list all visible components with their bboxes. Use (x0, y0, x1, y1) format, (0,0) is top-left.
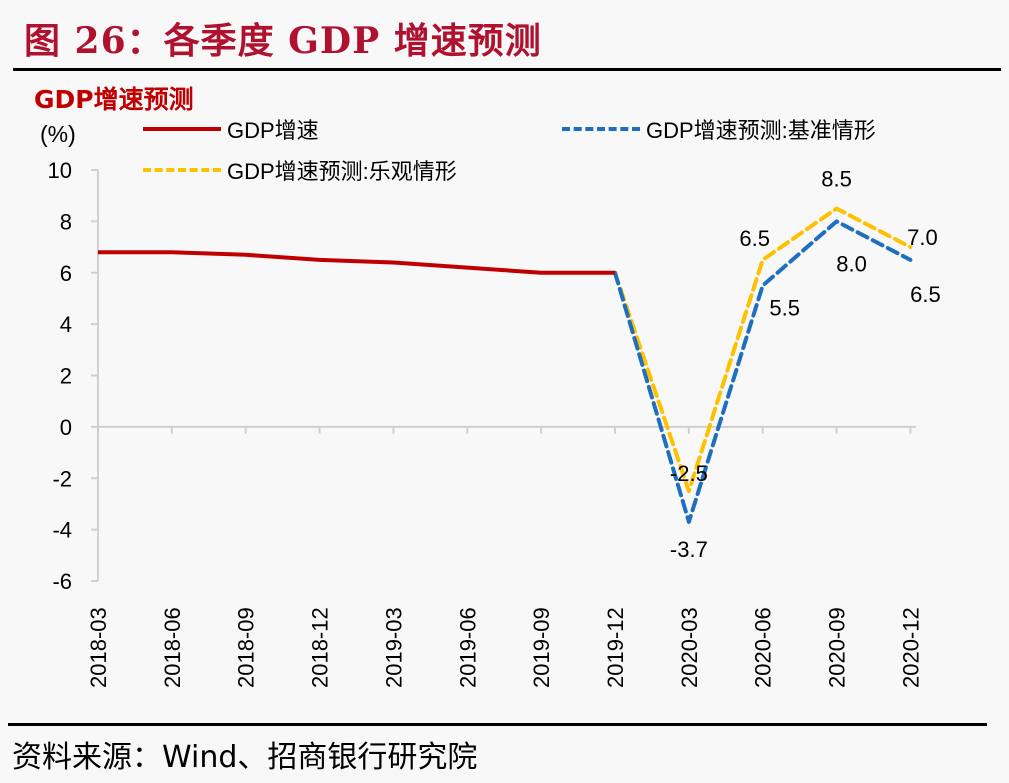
x-tick-label: 2020-09 (825, 607, 850, 688)
y-tick-label: -4 (52, 518, 72, 543)
y-tick-label: 10 (48, 158, 72, 183)
y-axis-unit: (%) (40, 121, 76, 147)
data-label-optimistic: 8.5 (821, 167, 852, 192)
data-label-baseline: 6.5 (910, 282, 941, 307)
legend-label-optimistic: GDP增速预测:乐观情形 (227, 159, 457, 184)
x-tick-label: 2020-03 (677, 607, 702, 688)
legend-swatch-gdp (143, 127, 221, 131)
legend-item-optimistic: GDP增速预测:乐观情形 (143, 154, 457, 186)
legend-item-baseline: GDP增速预测:基准情形 (562, 113, 876, 145)
x-tick-label: 2018-06 (160, 607, 185, 688)
legend-swatch-baseline (562, 127, 640, 131)
bottom-divider (8, 723, 987, 726)
chart-title: GDP增速预测 (34, 85, 194, 114)
x-tick-label: 2018-09 (234, 607, 259, 688)
x-tick-label: 2018-03 (86, 607, 111, 688)
series-line-optimistic (613, 206, 913, 494)
series-line-baseline (613, 219, 913, 524)
x-tick-label: 2019-03 (381, 607, 406, 688)
data-label-optimistic: 6.5 (739, 226, 770, 251)
data-label-baseline: 5.5 (769, 296, 800, 321)
y-tick-label: 4 (60, 312, 72, 337)
legend-label-gdp: GDP增速 (227, 118, 319, 143)
x-tick-label: 2018-12 (308, 607, 333, 688)
y-tick-label: -6 (52, 569, 72, 594)
x-tick-label: 2019-12 (603, 607, 628, 688)
x-tick-label: 2019-06 (455, 607, 480, 688)
data-label-baseline: 8.0 (836, 251, 867, 276)
legend-label-baseline: GDP增速预测:基准情形 (646, 118, 876, 143)
figure-title: 图 26：各季度 GDP 增速预测 (24, 20, 542, 62)
y-tick-label: 8 (60, 209, 72, 234)
y-tick-label: 0 (60, 415, 72, 440)
legend-swatch-optimistic (143, 168, 221, 172)
y-tick-label: -2 (52, 466, 72, 491)
legend-item-gdp: GDP增速 (143, 113, 319, 145)
data-label-optimistic: 7.0 (907, 225, 938, 250)
data-label-baseline: -3.7 (670, 537, 708, 562)
data-label-optimistic: -2.5 (670, 461, 708, 486)
top-divider (13, 68, 1001, 71)
y-tick-label: 6 (60, 261, 72, 286)
x-tick-label: 2020-12 (898, 607, 923, 688)
y-tick-label: 2 (60, 364, 72, 389)
source-note: 资料来源：Wind、招商银行研究院 (12, 740, 478, 775)
x-tick-label: 2019-09 (529, 607, 554, 688)
series-line-gdp (98, 250, 615, 275)
x-tick-label: 2020-06 (751, 607, 776, 688)
